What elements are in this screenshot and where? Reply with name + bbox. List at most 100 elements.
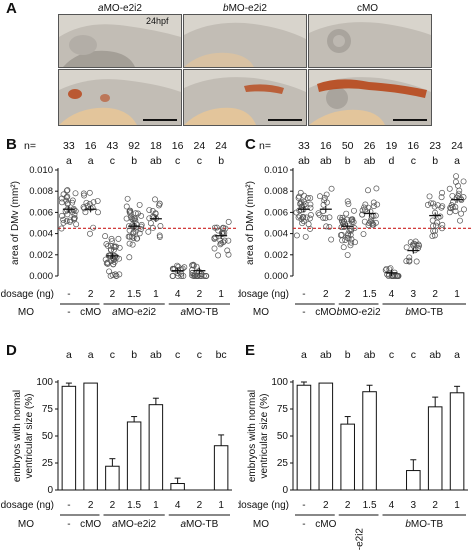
image-title-cmo: cMO [356, 3, 379, 14]
data-point [156, 232, 163, 239]
data-point [211, 235, 218, 241]
data-point [344, 252, 351, 258]
panel-label-c: C [245, 136, 256, 153]
dosage-value: 2 [110, 500, 116, 511]
significance-letter: bc [216, 349, 227, 361]
data-point [361, 204, 368, 211]
data-point [296, 193, 303, 200]
data-point [384, 271, 391, 278]
significance-letter: b [345, 155, 351, 167]
data-point [403, 258, 410, 265]
data-point [361, 218, 368, 225]
data-point [347, 242, 354, 249]
micrograph-b-mo-stained [183, 69, 307, 126]
significance-letter: ab [364, 349, 376, 361]
y-tick-label: 0.010 [29, 165, 53, 176]
data-point [448, 205, 455, 212]
data-point [86, 189, 93, 196]
data-point [307, 201, 314, 208]
data-point [426, 193, 433, 200]
y-tick-label: 0 [282, 485, 288, 496]
data-point [146, 207, 153, 214]
data-point [211, 224, 218, 231]
data-point [439, 189, 445, 196]
data-point [455, 190, 462, 197]
y-tick-label: 0.002 [29, 250, 53, 261]
data-point [132, 228, 139, 235]
data-point [126, 240, 133, 247]
data-point [373, 185, 380, 192]
dosage-label: dosage (ng) [1, 289, 54, 300]
timepoint-label: 24hpf [146, 16, 169, 26]
data-point [94, 198, 101, 204]
data-point [66, 207, 73, 214]
dosage-value: 2 [197, 500, 203, 511]
y-tick-label: 100 [271, 377, 288, 388]
data-point [151, 213, 158, 220]
data-point [403, 244, 410, 251]
data-point [424, 201, 431, 208]
bar [170, 483, 185, 491]
data-point [321, 197, 328, 204]
data-point [64, 201, 71, 207]
dosage-value: 2 [432, 289, 438, 300]
data-point [439, 203, 446, 210]
n-value: 18 [150, 140, 162, 152]
data-point [191, 273, 198, 279]
data-point [300, 218, 307, 225]
dosage-label: dosage (ng) [238, 500, 289, 511]
data-point [328, 185, 335, 192]
dosage-value: 2 [323, 289, 329, 300]
panel-label-e: E [245, 342, 256, 359]
dosage-label: dosage (ng) [238, 289, 289, 300]
data-point [297, 189, 304, 196]
data-point [307, 195, 314, 202]
data-point [215, 252, 222, 259]
data-point [359, 211, 366, 218]
data-point [340, 244, 347, 251]
data-point [126, 208, 133, 215]
n-value: 50 [342, 140, 354, 152]
data-point [455, 182, 461, 189]
dmv-area-chart-b-mo: 0.000 0.002 0.004 0.006 0.008 0.010 area of DM… [238, 140, 472, 318]
data-point [181, 264, 188, 271]
data-point [429, 217, 436, 224]
data-point [299, 220, 306, 227]
dosage-value: 2 [88, 289, 94, 300]
data-point [339, 214, 346, 221]
significance-letter: b [432, 155, 438, 167]
data-point [352, 239, 358, 246]
y-tick-label: 0.000 [264, 271, 288, 282]
group-label: cMO [80, 307, 101, 318]
data-point [129, 241, 136, 248]
data-point [460, 178, 467, 185]
data-point [439, 225, 445, 232]
y-tick-label: 0.006 [29, 207, 53, 218]
data-point [323, 223, 330, 230]
dosage-value: 1 [218, 500, 224, 511]
mo-none-label: - [302, 519, 305, 530]
data-point [374, 201, 381, 208]
data-point [366, 220, 373, 227]
bar [213, 445, 229, 491]
significance-letter: ab [150, 155, 162, 167]
bar [296, 384, 312, 491]
data-point [348, 217, 355, 224]
group-label: aMO-e2i2 [112, 307, 156, 318]
y-tick-label: 0.004 [264, 229, 288, 240]
dosage-label: dosage (ng) [1, 500, 54, 511]
data-point [296, 213, 303, 219]
y-tick-label: 100 [36, 377, 53, 388]
dosage-value: 1 [454, 500, 460, 511]
significance-letter: a [66, 349, 72, 361]
mo-label: MO [18, 307, 34, 318]
micrograph-cmo-stained [308, 69, 432, 126]
y-tick-label: 0.002 [264, 250, 288, 261]
data-point [323, 191, 330, 198]
data-point [458, 210, 465, 217]
data-point [221, 237, 228, 244]
data-point [348, 227, 355, 234]
data-point [222, 225, 229, 232]
data-point [107, 242, 114, 249]
